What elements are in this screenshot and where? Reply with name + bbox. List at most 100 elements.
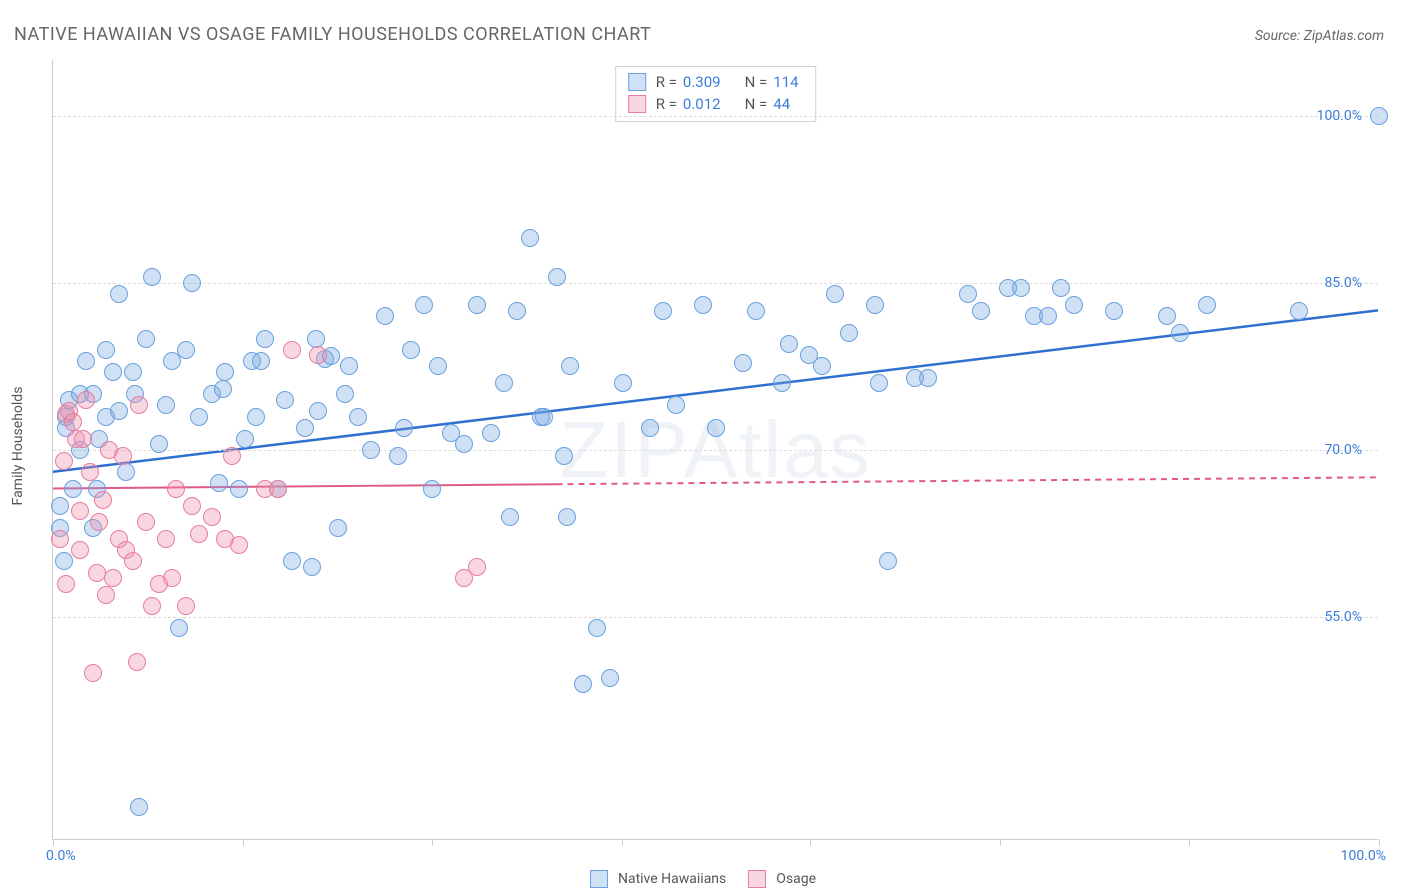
- chart-title: NATIVE HAWAIIAN VS OSAGE FAMILY HOUSEHOL…: [14, 24, 651, 45]
- y-tick-label: 100.0%: [1317, 108, 1362, 124]
- scatter-point: [183, 274, 201, 292]
- scatter-point: [170, 619, 188, 637]
- legend-row: R = 0.309 N = 114: [628, 71, 804, 93]
- x-tick: [432, 839, 433, 846]
- y-tick-label: 70.0%: [1324, 442, 1362, 458]
- legend-label: Native Hawaiians: [618, 871, 726, 887]
- plot-area: ZIPAtlas R = 0.309 N = 114 R = 0.012 N =…: [52, 60, 1378, 840]
- scatter-point: [57, 575, 75, 593]
- scatter-point: [415, 296, 433, 314]
- legend-swatch: [628, 95, 646, 113]
- legend-swatch: [748, 870, 766, 888]
- scatter-point: [97, 586, 115, 604]
- scatter-point: [216, 363, 234, 381]
- scatter-point: [236, 430, 254, 448]
- scatter-point: [780, 335, 798, 353]
- scatter-point: [71, 541, 89, 559]
- scatter-point: [455, 435, 473, 453]
- scatter-point: [84, 664, 102, 682]
- scatter-point: [163, 569, 181, 587]
- scatter-point: [959, 285, 977, 303]
- scatter-point: [641, 419, 659, 437]
- scatter-point: [501, 508, 519, 526]
- x-tick: [243, 839, 244, 846]
- scatter-point: [376, 307, 394, 325]
- scatter-point: [167, 480, 185, 498]
- scatter-point: [734, 354, 752, 372]
- scatter-point: [190, 408, 208, 426]
- y-tick-label: 55.0%: [1324, 609, 1362, 625]
- scatter-point: [561, 357, 579, 375]
- scatter-point: [336, 385, 354, 403]
- scatter-point: [252, 352, 270, 370]
- scatter-point: [558, 508, 576, 526]
- scatter-point: [694, 296, 712, 314]
- scatter-point: [269, 480, 287, 498]
- scatter-point: [1105, 302, 1123, 320]
- scatter-point: [508, 302, 526, 320]
- scatter-point: [150, 435, 168, 453]
- n-value: 44: [773, 93, 803, 115]
- scatter-point: [230, 480, 248, 498]
- legend-label: Osage: [776, 871, 816, 887]
- scatter-point: [77, 352, 95, 370]
- legend-item: Native Hawaiians: [590, 870, 726, 888]
- scatter-point: [329, 519, 347, 537]
- r-label: R =: [656, 93, 677, 115]
- scatter-point: [667, 396, 685, 414]
- scatter-point: [747, 302, 765, 320]
- scatter-point: [55, 552, 73, 570]
- scatter-point: [654, 302, 672, 320]
- r-label: R =: [656, 71, 677, 93]
- scatter-point: [247, 408, 265, 426]
- y-tick-label: 85.0%: [1324, 275, 1362, 291]
- scatter-point: [1158, 307, 1176, 325]
- scatter-point: [276, 391, 294, 409]
- scatter-point: [177, 597, 195, 615]
- scatter-point: [468, 296, 486, 314]
- scatter-point: [1370, 107, 1388, 125]
- scatter-point: [143, 268, 161, 286]
- scatter-point: [307, 330, 325, 348]
- gridline: [53, 283, 1378, 284]
- scatter-point: [55, 452, 73, 470]
- scatter-point: [71, 502, 89, 520]
- scatter-point: [482, 424, 500, 442]
- scatter-point: [1171, 324, 1189, 342]
- scatter-point: [77, 391, 95, 409]
- scatter-point: [104, 363, 122, 381]
- series-legend: Native Hawaiians Osage: [590, 870, 816, 888]
- scatter-point: [574, 675, 592, 693]
- scatter-point: [402, 341, 420, 359]
- scatter-point: [230, 536, 248, 554]
- scatter-point: [866, 296, 884, 314]
- scatter-point: [1065, 296, 1083, 314]
- scatter-point: [124, 363, 142, 381]
- scatter-point: [190, 525, 208, 543]
- scatter-point: [110, 285, 128, 303]
- scatter-point: [303, 558, 321, 576]
- scatter-point: [1052, 279, 1070, 297]
- scatter-point: [826, 285, 844, 303]
- scatter-point: [214, 380, 232, 398]
- scatter-point: [614, 374, 632, 392]
- scatter-point: [94, 491, 112, 509]
- legend-swatch: [590, 870, 608, 888]
- scatter-point: [601, 669, 619, 687]
- scatter-point: [495, 374, 513, 392]
- scatter-point: [210, 474, 228, 492]
- scatter-point: [870, 374, 888, 392]
- scatter-point: [296, 419, 314, 437]
- scatter-point: [588, 619, 606, 637]
- chart-container: NATIVE HAWAIIAN VS OSAGE FAMILY HOUSEHOL…: [0, 0, 1406, 892]
- scatter-point: [51, 497, 69, 515]
- x-min-label: 0.0%: [46, 848, 76, 864]
- n-label: N =: [745, 71, 768, 93]
- scatter-point: [1290, 302, 1308, 320]
- scatter-point: [130, 396, 148, 414]
- scatter-point: [389, 447, 407, 465]
- scatter-point: [1198, 296, 1216, 314]
- scatter-point: [177, 341, 195, 359]
- scatter-point: [707, 419, 725, 437]
- scatter-point: [349, 408, 367, 426]
